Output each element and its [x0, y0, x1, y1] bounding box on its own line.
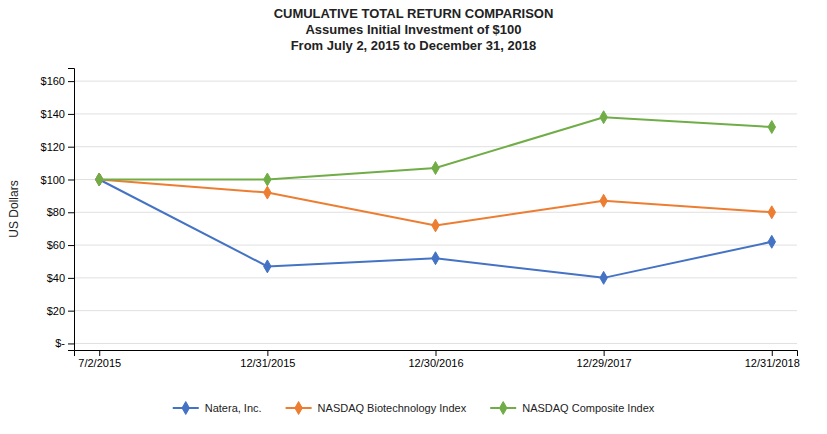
series-line — [99, 117, 772, 179]
legend-label: NASDAQ Biotechnology Index — [318, 402, 467, 414]
title: CUMULATIVE TOTAL RETURN COMPARISON — [274, 6, 554, 21]
point — [95, 173, 102, 186]
point — [95, 173, 102, 186]
point — [432, 252, 439, 265]
legend-item: NASDAQ Composite Index — [490, 402, 655, 415]
y-tick: $160 — [41, 75, 74, 87]
y-tick: $140 — [41, 108, 74, 120]
x-tick-label: 12/31/2015 — [240, 357, 295, 369]
y-tick-mark — [68, 278, 74, 279]
grid-line — [74, 245, 797, 246]
x-tick: 12/29/2017 — [577, 350, 632, 369]
x-tick-mark — [267, 350, 268, 356]
y-tick-mark — [68, 311, 74, 312]
y-tick: $80 — [47, 206, 74, 218]
x-tick-label: 7/2/2015 — [78, 357, 121, 369]
point — [768, 206, 775, 219]
x-tick-mark — [604, 350, 605, 356]
legend-marker — [295, 402, 302, 415]
legend-label: NASDAQ Composite Index — [522, 402, 655, 414]
chart: CUMULATIVE TOTAL RETURN COMPARISONAssume… — [0, 0, 827, 434]
legend-marker — [499, 402, 506, 415]
legend-marker — [182, 402, 189, 415]
grid — [74, 81, 797, 343]
y-tick-label: $140 — [41, 108, 65, 120]
point — [95, 173, 102, 186]
x-axis: 7/2/2015 12/31/2015 12/30/2016 12/29/2017 12… — [75, 350, 800, 369]
grid-line — [74, 277, 797, 278]
x-tick-mark — [99, 350, 100, 356]
series-line — [99, 179, 772, 277]
x-tick-label: 12/31/2018 — [745, 357, 800, 369]
y-tick-label: $20 — [47, 305, 65, 317]
plot-area — [95, 111, 775, 285]
point — [768, 235, 775, 248]
y-tick-label: $80 — [47, 206, 65, 218]
title-group: CUMULATIVE TOTAL RETURN COMPARISONAssume… — [274, 6, 554, 53]
title: From July 2, 2015 to December 31, 2018 — [291, 38, 537, 53]
x-tick: 7/2/2015 — [78, 350, 121, 369]
y-tick: $- — [55, 337, 74, 349]
x-tick-mark — [772, 350, 773, 356]
grid-line — [74, 212, 797, 213]
point — [432, 162, 439, 175]
y-tick-mark — [68, 343, 74, 344]
point — [432, 219, 439, 232]
grid-line — [74, 310, 797, 311]
x-axis-line — [75, 351, 798, 357]
x-tick: 12/31/2018 — [745, 350, 800, 369]
y-axis-label: US Dollars — [7, 180, 21, 237]
y-tick-mark — [68, 81, 74, 82]
y-tick-mark — [68, 147, 74, 148]
y-tick: $40 — [47, 272, 74, 284]
y-tick-label: $120 — [41, 141, 65, 153]
y-tick-label: $160 — [41, 75, 65, 87]
y-tick: $100 — [41, 174, 74, 186]
grid-line — [74, 343, 797, 344]
y-axis: $- $20 $40 $60 $80 $100 $120 $140 $160 — [41, 69, 75, 351]
x-tick-label: 12/29/2017 — [577, 357, 632, 369]
point — [600, 271, 607, 284]
legend-item: Natera, Inc. — [173, 402, 262, 415]
legend-label: Natera, Inc. — [205, 402, 262, 414]
x-tick: 12/30/2016 — [408, 350, 463, 369]
grid-line — [74, 113, 797, 114]
point — [264, 260, 271, 273]
title: Assumes Initial Investment of $100 — [305, 22, 521, 37]
y-tick-mark — [68, 212, 74, 213]
y-tick: $60 — [47, 239, 74, 251]
y-axis-line — [68, 69, 75, 351]
y-tick-mark — [68, 114, 74, 115]
legend: Natera, Inc. NASDAQ Biotechnology Index NA… — [173, 402, 655, 415]
point — [600, 194, 607, 207]
y-tick-label: $- — [55, 337, 65, 349]
y-tick-label: $40 — [47, 272, 65, 284]
x-tick-label: 12/30/2016 — [408, 357, 463, 369]
point — [600, 111, 607, 124]
y-tick: $120 — [41, 141, 74, 153]
y-tick-mark — [68, 245, 74, 246]
x-tick-mark — [436, 350, 437, 356]
point — [264, 173, 271, 186]
grid-line — [74, 146, 797, 147]
legend-item: NASDAQ Biotechnology Index — [286, 402, 467, 415]
point — [768, 121, 775, 134]
grid-line — [74, 81, 797, 82]
y-tick-label: $100 — [41, 174, 65, 186]
x-tick: 12/31/2015 — [240, 350, 295, 369]
y-tick-mark — [68, 179, 74, 180]
y-tick-label: $60 — [47, 239, 65, 251]
y-tick: $20 — [47, 305, 74, 317]
point — [264, 186, 271, 199]
